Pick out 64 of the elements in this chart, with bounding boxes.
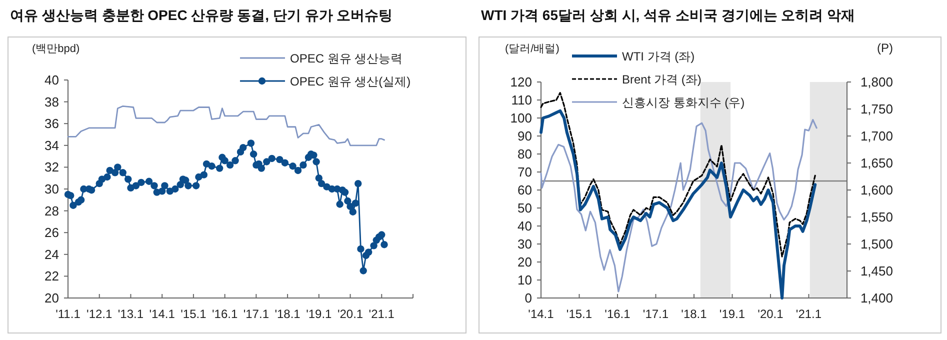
x-tick-label: '15.1 [180, 307, 207, 321]
x-tick-label: '20.1 [758, 307, 784, 321]
x-tick-label: '21.1 [796, 307, 822, 321]
x-tick-label: '11.1 [56, 307, 81, 321]
y-tick-label: 26 [44, 225, 59, 240]
x-tick-label: '18.1 [274, 307, 301, 321]
y-tick-label: 40 [44, 72, 59, 88]
x-tick-label: '20.1 [337, 307, 364, 321]
y2-tick-label: 1,600 [860, 182, 893, 198]
y-tick-label: 20 [44, 290, 59, 306]
x-tick-label: '18.1 [681, 307, 708, 321]
x-tick-label: '17.1 [243, 307, 270, 321]
y-tick-label: 90 [518, 128, 532, 144]
y2-tick-label: 1,750 [860, 102, 893, 116]
y-tick-label: 34 [44, 138, 59, 153]
legend-label: OPEC 원유 생산능력 [290, 52, 403, 66]
x-tick-label: '15.1 [566, 307, 592, 321]
y-tick-label: 10 [518, 272, 532, 288]
legend-label: Brent 가격 (좌) [622, 72, 702, 86]
y2-tick-label: 1,650 [860, 156, 893, 170]
y-tick-label: 120 [510, 74, 532, 90]
y-tick-label: 36 [44, 116, 59, 132]
x-tick-label: '17.1 [642, 307, 669, 321]
y-tick-label: 50 [518, 200, 532, 216]
y2-tick-label: 1,800 [860, 74, 893, 90]
y-tick-label: 38 [44, 94, 59, 110]
y-axis-title: (달러/배럴) [505, 43, 560, 55]
x-tick-label: '16.1 [604, 307, 631, 321]
y-tick-label: 60 [518, 182, 532, 198]
y-tick-label: 24 [44, 246, 59, 262]
y2-tick-label: 1,400 [860, 290, 893, 306]
legend-label: OPEC 원유 생산(실제) [290, 74, 411, 88]
y-tick-label: 100 [510, 110, 532, 126]
y2-tick-label: 1,550 [860, 210, 893, 224]
y-tick-label: 70 [518, 164, 532, 180]
legend-label: 신흥시장 통화지수 (우) [622, 96, 745, 110]
y-tick-label: 40 [518, 218, 532, 234]
y-tick-label: 110 [511, 92, 532, 108]
y2-tick-label: 1,450 [860, 264, 893, 278]
y2-tick-label: 1,700 [860, 128, 893, 144]
y-tick-label: 32 [44, 160, 59, 175]
y2-axis-title: (P) [877, 41, 893, 55]
x-tick-label: '12.1 [86, 307, 113, 321]
y-tick-label: 30 [44, 182, 59, 196]
y-tick-label: 20 [518, 254, 532, 270]
line-series [540, 92, 816, 258]
y-tick-label: 0 [524, 290, 532, 306]
y2-tick-label: 1,500 [860, 236, 893, 252]
y-axis-title: (백만bpd) [32, 43, 80, 55]
line-series [67, 105, 385, 146]
legend-label: WTI 가격 (좌) [622, 50, 695, 64]
y-tick-label: 28 [44, 203, 59, 218]
x-tick-label: '14.1 [528, 307, 554, 321]
y-tick-label: 80 [518, 146, 532, 162]
x-tick-label: '13.1 [118, 307, 144, 321]
x-tick-label: '19.1 [719, 307, 746, 321]
x-tick-label: '16.1 [212, 307, 238, 321]
chart-title: WTI 가격 65달러 상회 시, 석유 소비국 경기에는 오히려 악재 [481, 7, 856, 23]
y-tick-label: 22 [44, 268, 59, 284]
y-tick-label: 30 [518, 236, 532, 252]
x-tick-label: '21.1 [368, 307, 395, 321]
x-tick-label: '14.1 [149, 307, 176, 321]
x-tick-label: '19.1 [306, 307, 332, 321]
chart-title: 여유 생산능력 충분한 OPEC 산유량 동결, 단기 유가 오버슈팅 [10, 7, 393, 23]
